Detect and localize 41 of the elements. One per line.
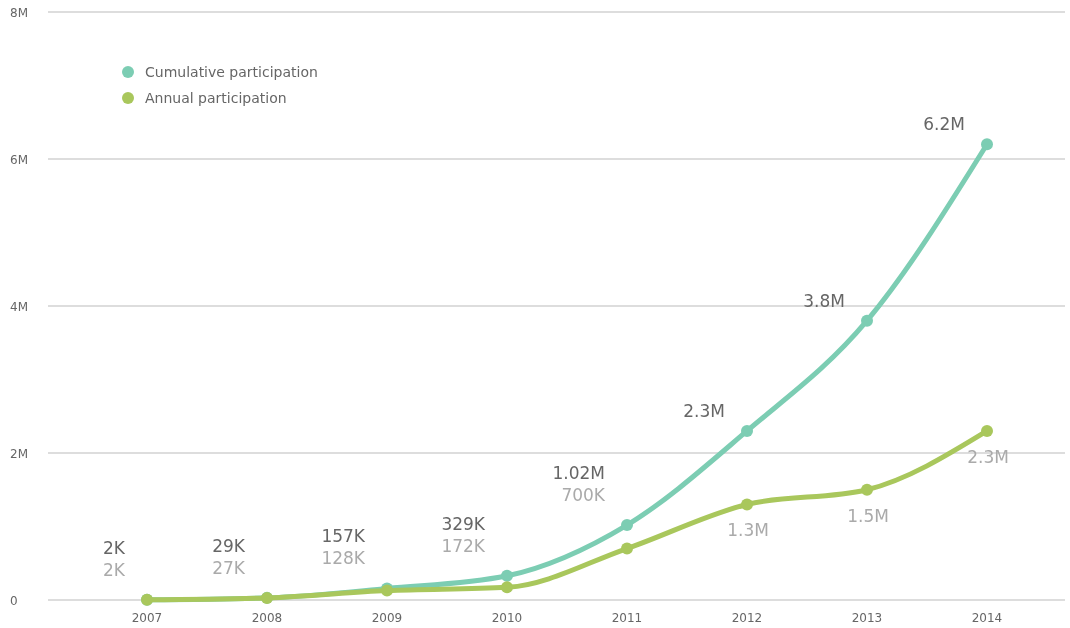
data-label: 29K: [212, 535, 246, 556]
x-tick-label: 2012: [731, 611, 763, 625]
y-tick-label: 8M: [10, 6, 28, 20]
point: [981, 424, 993, 437]
data-label: 2.3M: [683, 400, 725, 421]
point: [621, 542, 633, 555]
y-tick-label: 0: [10, 594, 18, 608]
x-tick-label: 2014: [971, 611, 1003, 625]
y-tick-label: 6M: [10, 153, 28, 167]
point: [501, 569, 513, 582]
data-label: 2K: [103, 537, 126, 558]
x-tick-label: 2008: [251, 611, 283, 625]
x-tick-label: 2010: [491, 611, 523, 625]
point: [741, 498, 753, 511]
data-label: 2.3M: [967, 446, 1009, 467]
point: [981, 138, 993, 151]
data-label: 2K: [103, 559, 126, 580]
point: [861, 483, 873, 496]
x-tick-label: 2007: [131, 611, 163, 625]
y-tick-label: 2M: [10, 447, 28, 461]
legend-label: Annual participation: [145, 90, 287, 106]
x-tick-label: 2009: [371, 611, 403, 625]
point: [501, 581, 513, 594]
data-label: 172K: [441, 535, 486, 556]
data-label: 27K: [212, 557, 246, 578]
data-label: 1.5M: [847, 505, 889, 526]
x-tick-label: 2011: [611, 611, 643, 625]
data-label: 128K: [321, 548, 366, 569]
x-tick-label: 2013: [851, 611, 883, 625]
data-label: 700K: [561, 485, 606, 506]
legend-label: Cumulative participation: [145, 64, 318, 80]
point: [741, 424, 753, 437]
data-label: 6.2M: [923, 114, 965, 135]
data-label: 1.3M: [727, 520, 769, 541]
point: [621, 519, 633, 532]
point: [861, 314, 873, 327]
data-label: 157K: [321, 526, 366, 547]
data-label: 1.02M: [552, 463, 605, 484]
y-tick-label: 4M: [10, 300, 28, 314]
data-label: 329K: [441, 513, 486, 534]
data-label: 3.8M: [803, 290, 845, 311]
